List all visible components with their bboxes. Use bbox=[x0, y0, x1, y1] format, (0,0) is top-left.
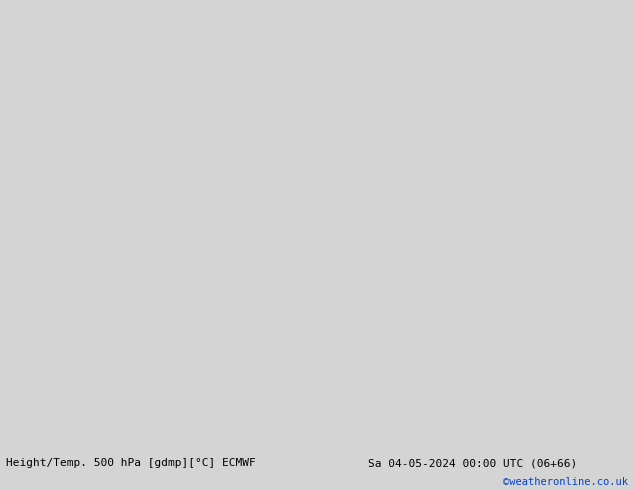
Text: Sa 04-05-2024 00:00 UTC (06+66): Sa 04-05-2024 00:00 UTC (06+66) bbox=[368, 458, 577, 468]
Text: Height/Temp. 500 hPa [gdmp][°C] ECMWF: Height/Temp. 500 hPa [gdmp][°C] ECMWF bbox=[6, 458, 256, 468]
Text: ©weatheronline.co.uk: ©weatheronline.co.uk bbox=[503, 477, 628, 487]
